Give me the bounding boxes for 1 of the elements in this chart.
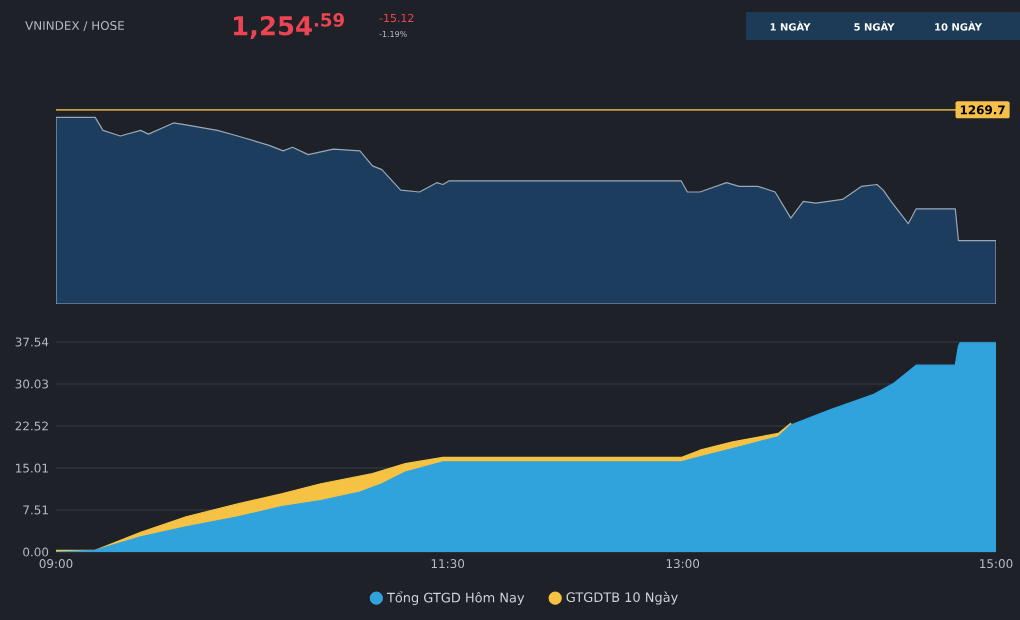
text: 1,254$^{.59}$ <box>233 13 344 39</box>
